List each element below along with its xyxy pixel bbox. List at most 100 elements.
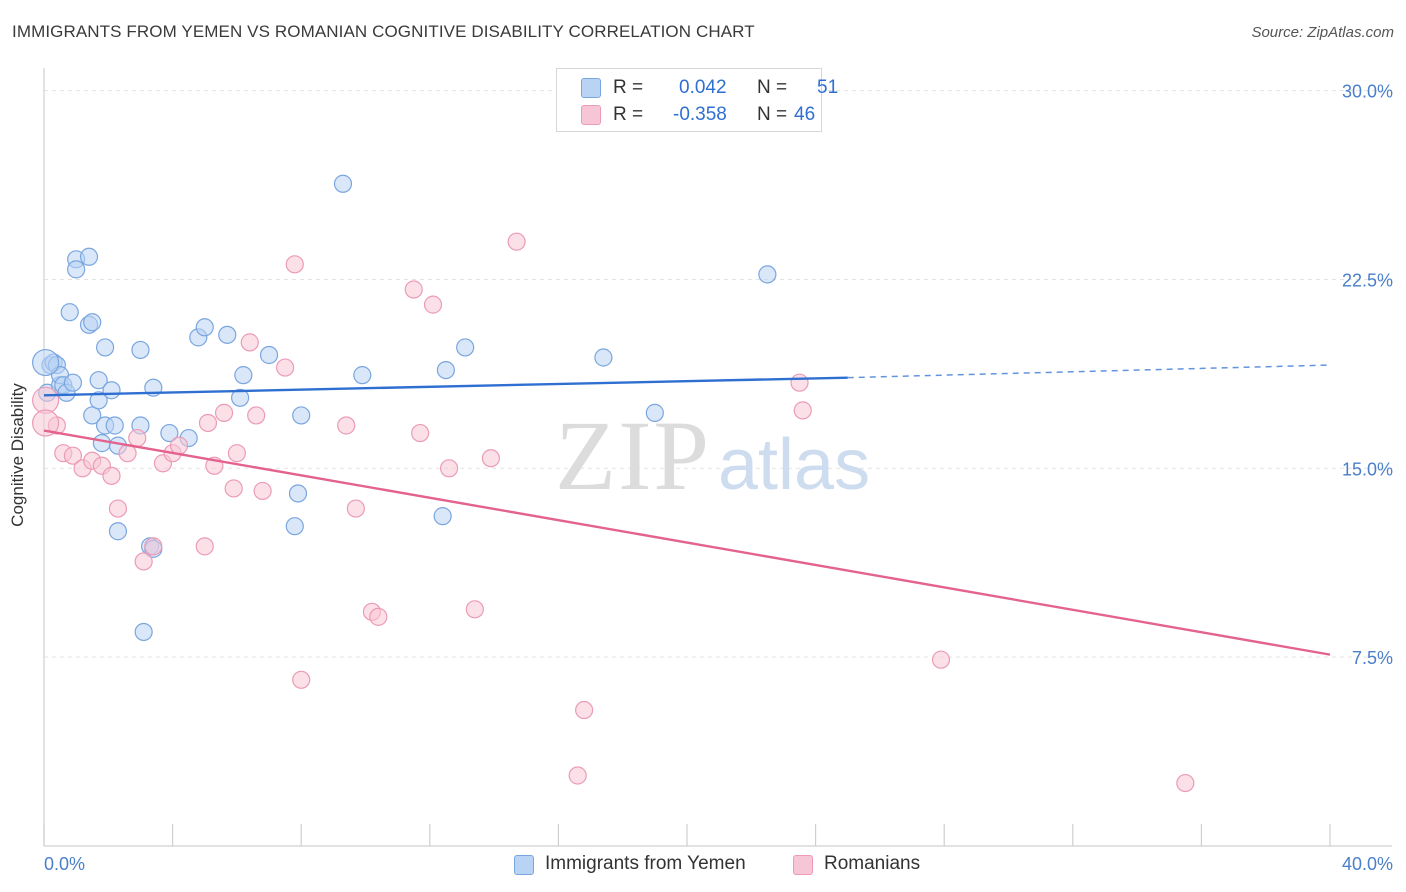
point-yemen: [63, 373, 83, 392]
point-romanian: [32, 409, 60, 437]
point-romanian: [253, 481, 272, 501]
point-yemen: [758, 265, 777, 284]
point-romanian: [931, 650, 951, 669]
point-romanian: [507, 232, 526, 251]
y-tick-label: 7.5%: [1352, 648, 1393, 668]
point-romanian: [240, 333, 259, 352]
point-yemen: [83, 406, 102, 425]
point-yemen: [160, 423, 179, 443]
point-romanian: [465, 600, 484, 619]
point-yemen: [353, 366, 372, 385]
bottom-legend-swatch-romanians: [793, 855, 813, 875]
point-yemen: [108, 522, 128, 541]
point-romanian: [568, 766, 587, 785]
legend-n-label: N =: [757, 77, 788, 98]
point-romanian: [481, 449, 500, 468]
point-yemen: [89, 391, 108, 410]
x-tick-labels: 0.0% 40.0%: [44, 854, 1393, 874]
trendline-yemen-extension: [847, 364, 1331, 379]
point-romanian: [369, 607, 388, 626]
point-yemen: [67, 260, 86, 279]
axis-layer: [43, 68, 1392, 847]
point-yemen: [259, 345, 279, 365]
legend-r-label: R =: [613, 104, 644, 125]
watermark-atlas: atlas: [718, 425, 870, 505]
point-yemen: [292, 406, 311, 425]
point-romanian: [128, 428, 147, 448]
point-romanian: [411, 423, 430, 443]
y-tick-label: 15.0%: [1342, 459, 1393, 479]
legend-n-value: 51: [817, 77, 839, 98]
point-romanian: [439, 459, 459, 478]
x-tick-label: 40.0%: [1342, 854, 1393, 874]
point-yemen: [288, 484, 308, 503]
points-layer: [32, 174, 1195, 793]
bottom-legend-label-yemen: Immigrants from Yemen: [545, 853, 746, 874]
point-romanian: [198, 413, 218, 433]
chart-source: Source: ZipAtlas.com: [1251, 24, 1394, 41]
point-romanian: [423, 295, 443, 314]
point-romanian: [790, 373, 809, 392]
point-romanian: [169, 436, 189, 455]
point-yemen: [102, 381, 121, 400]
point-yemen: [32, 348, 60, 377]
y-tick-labels: 7.5% 15.0% 22.5% 30.0%: [1342, 82, 1393, 669]
point-yemen: [134, 622, 153, 642]
point-romanian: [195, 537, 214, 556]
chart-title: IMMIGRANTS FROM YEMEN VS ROMANIAN COGNIT…: [12, 22, 755, 41]
point-yemen: [131, 340, 150, 360]
point-romanian: [793, 401, 812, 420]
watermark: ZIP atlas: [555, 400, 870, 511]
watermark-zip: ZIP: [555, 400, 711, 511]
point-romanian: [214, 403, 234, 422]
legend-n-value: 46: [794, 104, 816, 125]
point-romanian: [224, 479, 243, 498]
bottom-legend-label-romanians: Romanians: [824, 853, 921, 874]
trendline-romanians: [43, 429, 1331, 656]
point-yemen: [60, 303, 79, 322]
point-yemen: [105, 416, 124, 435]
y-tick-label: 30.0%: [1342, 82, 1393, 102]
point-romanian: [227, 444, 246, 463]
point-yemen: [79, 247, 99, 266]
point-romanian: [337, 416, 356, 435]
stats-legend: R = 0.042 N = 51 R = -0.358 N = 46: [556, 68, 838, 132]
legend-n-label: N =: [757, 104, 788, 125]
legend-r-value: 0.042: [679, 77, 727, 98]
point-yemen: [95, 338, 115, 357]
point-romanian: [575, 700, 594, 720]
point-romanian: [102, 466, 121, 485]
point-yemen: [92, 434, 111, 453]
legend-swatch-yemen: [581, 78, 601, 98]
bottom-legend-swatch-yemen: [514, 855, 534, 875]
point-yemen: [436, 360, 455, 380]
grid-layer: [44, 90, 1392, 658]
point-romanian: [247, 406, 266, 425]
legend-r-value: -0.358: [673, 104, 727, 125]
point-yemen: [234, 366, 253, 385]
point-romanian: [1176, 773, 1195, 793]
y-tick-label: 22.5%: [1342, 270, 1393, 290]
trendline-yemen: [43, 376, 848, 397]
point-romanian: [292, 670, 311, 689]
legend-r-label: R =: [613, 77, 644, 98]
point-romanian: [108, 499, 128, 518]
trend-layer: [43, 364, 1331, 656]
point-romanian: [276, 358, 295, 377]
point-yemen: [218, 325, 237, 344]
point-yemen: [195, 318, 214, 337]
point-yemen: [89, 371, 108, 390]
point-yemen: [594, 348, 613, 367]
point-yemen: [231, 388, 250, 407]
point-romanian: [144, 537, 163, 556]
point-romanian: [63, 446, 83, 465]
point-romanian: [346, 499, 365, 518]
point-yemen: [285, 517, 304, 536]
point-yemen: [83, 313, 102, 332]
point-yemen: [456, 338, 475, 357]
x-tick-label: 0.0%: [44, 854, 85, 874]
point-romanian: [285, 255, 304, 274]
point-yemen: [645, 403, 664, 422]
point-yemen: [433, 507, 452, 526]
